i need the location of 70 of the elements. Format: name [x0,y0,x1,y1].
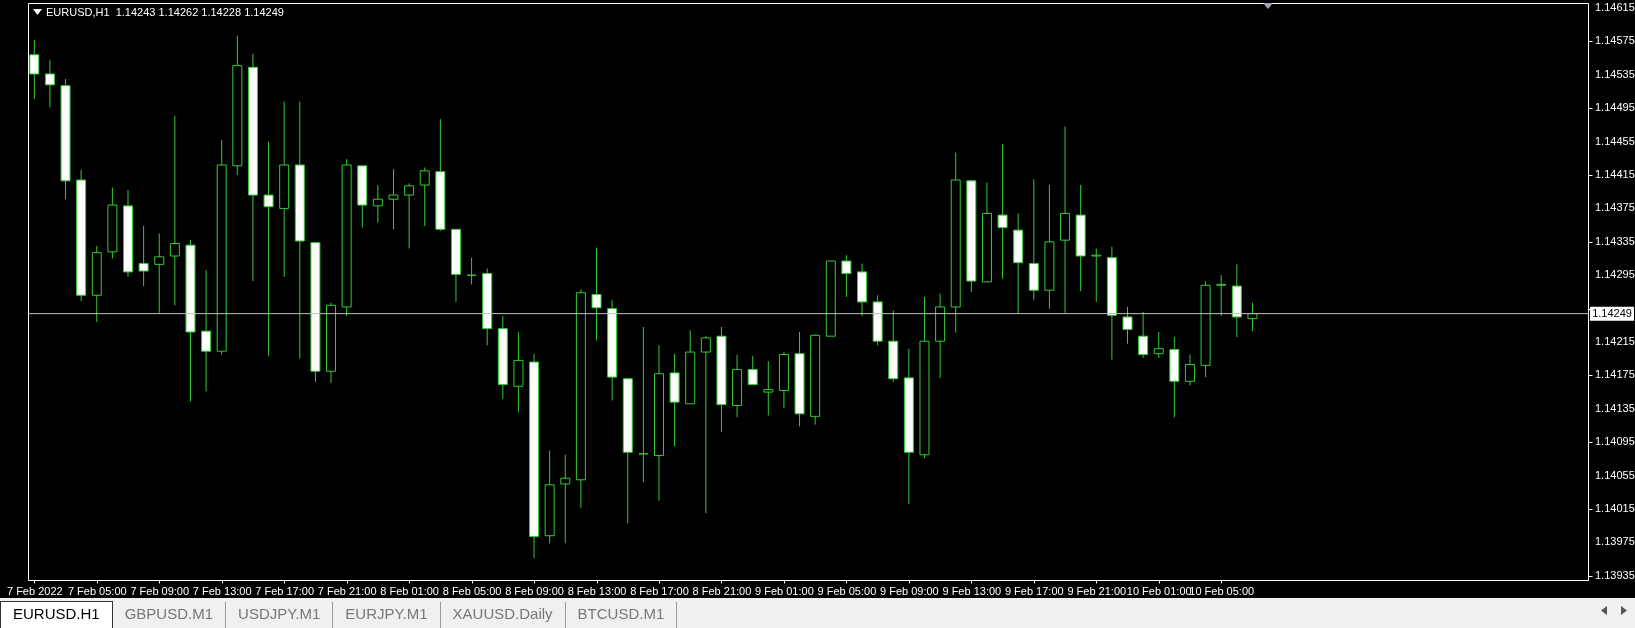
x-tick-label: 9 Feb 21:00 [1067,584,1127,597]
x-tick-label: 9 Feb 09:00 [880,584,939,597]
y-tick-label: 1.14295 [1595,268,1635,281]
y-tick-label: 1.14495 [1595,101,1635,114]
candlestick [44,59,55,108]
y-tick-label: 1.14335 [1595,234,1635,247]
x-tick-label: 7 Feb 13:00 [192,584,252,597]
y-tick-label: 1.14175 [1595,368,1635,381]
x-tick-label: 8 Feb 13:00 [567,584,627,597]
y-tick-label: 1.14095 [1595,435,1635,448]
y-tick-label: 1.14575 [1595,34,1635,47]
x-tick-label: 7 Feb 2022 [6,584,63,597]
candlestick [1153,331,1164,359]
candlestick [263,141,274,357]
text: EURUSD.H1 [0,601,113,628]
text: XAUUSD.Daily [440,602,566,628]
y-tick-label: 1.14375 [1595,201,1635,214]
candlestick [201,269,212,392]
candlestick [1247,302,1258,332]
y-tick-label: 1.14215 [1595,335,1635,348]
candlestick [747,355,758,386]
y-tick-label: 1.14535 [1595,67,1635,80]
x-tick-label: 8 Feb 21:00 [692,584,752,597]
x-tick-label: 10 Feb 05:00 [1189,584,1255,597]
ref-line-label: 1.14249 [1592,306,1632,319]
candlestick [638,326,649,483]
y-tick-label: 1.14455 [1595,134,1635,147]
candlestick [1216,274,1227,317]
x-tick-label: 8 Feb 01:00 [380,584,439,597]
text: EURJPY.M1 [333,602,441,628]
x-tick-label: 7 Feb 05:00 [67,584,127,597]
candlestick [1091,248,1102,303]
x-tick-label: 7 Feb 09:00 [130,584,190,597]
y-tick-label: 1.14135 [1595,401,1635,414]
candlestick [138,225,149,287]
candlestick [1184,354,1195,386]
text: BTCUSD.M1 [565,602,678,628]
candlestick [997,143,1008,280]
x-tick-label: 8 Feb 09:00 [505,584,564,597]
candlestick [404,182,415,249]
y-tick-label: 1.14015 [1595,502,1635,515]
x-tick-label: 9 Feb 01:00 [755,584,814,597]
candlestick [700,335,711,514]
candlestick [419,167,430,227]
y-tick-label: 1.13935 [1595,568,1635,581]
x-tick-label: 7 Feb 17:00 [255,584,315,597]
x-tick-label: 9 Feb 05:00 [817,584,877,597]
candlestick [372,184,383,224]
x-tick-label: 10 Feb 01:00 [1126,584,1192,597]
candlestick [591,247,602,341]
y-tick-label: 1.13975 [1595,535,1635,548]
candlestick [1122,306,1133,345]
candlestick [388,168,399,230]
x-tick-label: 8 Feb 05:00 [442,584,502,597]
y-tick-label: 1.14055 [1595,468,1635,481]
text: GBPUSD.M1 [112,602,227,628]
y-tick-label: 1.14615 [1595,1,1635,14]
text: USDJPY.M1 [226,602,334,628]
y-tick-label: 1.14415 [1595,168,1635,181]
candlestick [560,454,571,544]
chart-title: EURUSD,H1 1.14243 1.14262 1.14228 1.14249 [46,6,284,18]
candlestick [154,232,165,314]
x-tick-label: 8 Feb 17:00 [630,584,689,597]
x-tick-label: 7 Feb 21:00 [317,584,377,597]
x-tick-label: 9 Feb 13:00 [942,584,1002,597]
candlestick [841,254,852,298]
candlestick [1138,311,1149,359]
candlestick [169,115,180,306]
candlestick [763,360,774,416]
x-tick-label: 9 Feb 17:00 [1004,584,1064,597]
